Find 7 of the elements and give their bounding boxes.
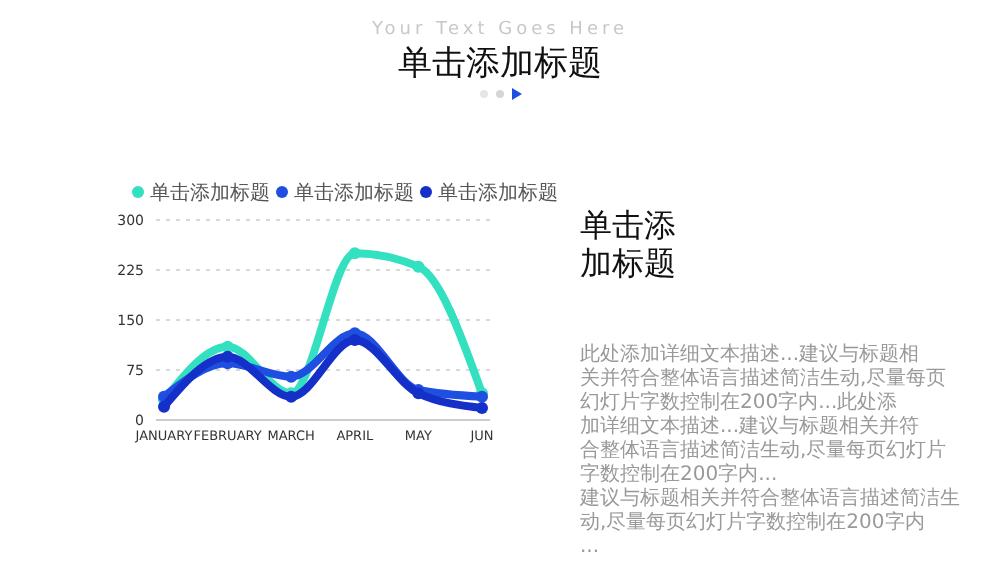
legend-label: 单击添加标题	[294, 181, 414, 205]
text: 单击添加标题	[580, 206, 676, 282]
legend-label: 单击添加标题	[438, 181, 558, 205]
legend-label: 单击添加标题	[150, 181, 270, 205]
text: 单击添加标题	[398, 44, 602, 84]
text: 此处添加详细文本描述...建议与标题相关并符合整体语言描述简洁生动,尽量每页幻灯片字数控制在200字内...此处添加详细文本描述...建议与标题相关并符合整体语言描述简洁生动,尽量每页幻灯片字数控制在200字内...	[580, 342, 947, 486]
text: 建议与标题相关并符合整体语言描述简洁生动,尽量每页幻灯片字数控制在200字内...	[578, 486, 960, 558]
